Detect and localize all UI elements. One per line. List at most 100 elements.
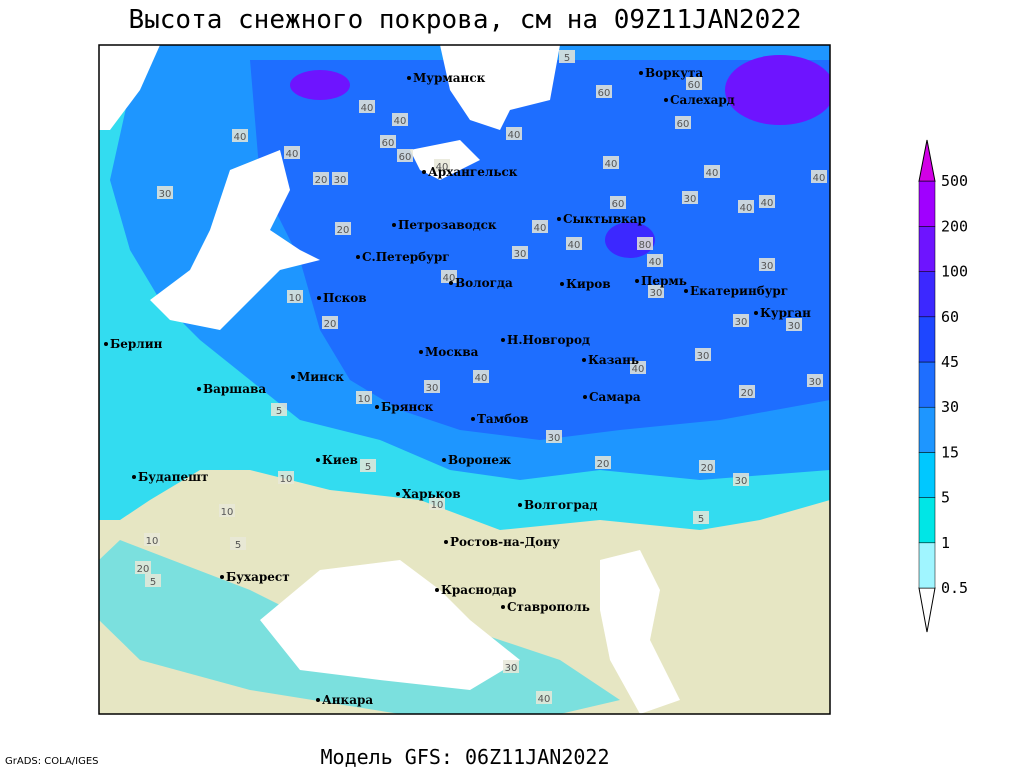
contour-label-box xyxy=(392,113,408,126)
city-dot xyxy=(501,338,505,342)
contour-label-box xyxy=(424,380,440,393)
contour-label-box xyxy=(287,290,303,303)
contour-label-box xyxy=(675,116,691,129)
contour-label: 30 xyxy=(505,663,518,674)
legend-arrow xyxy=(918,139,936,182)
contour-label: 80 xyxy=(639,240,652,251)
city-dot xyxy=(754,311,758,315)
legend-box xyxy=(918,452,936,498)
contour-label: 20 xyxy=(315,175,328,186)
contour-label: 10 xyxy=(289,293,302,304)
legend-label: 100 xyxy=(941,263,968,281)
city-dot xyxy=(471,417,475,421)
contour-label: 30 xyxy=(159,189,172,200)
legend-box xyxy=(918,316,936,363)
contour-label-box xyxy=(157,186,173,199)
city-dot xyxy=(396,492,400,496)
contour-label-box xyxy=(759,258,775,271)
city-dot xyxy=(583,395,587,399)
contour-label: 10 xyxy=(280,474,293,485)
contour-label-box xyxy=(332,172,348,185)
contour-label: 20 xyxy=(701,463,714,474)
contour-label: 20 xyxy=(337,225,350,236)
sea xyxy=(600,550,680,714)
contour-label-box xyxy=(284,146,300,159)
legend-box xyxy=(918,497,936,544)
city-label: Харьков xyxy=(402,487,461,501)
snow-very-deep xyxy=(725,55,830,125)
contour-label: 60 xyxy=(382,138,395,149)
legend-label: 0.5 xyxy=(941,579,968,597)
city-dot xyxy=(317,296,321,300)
contour-label-box xyxy=(380,135,396,148)
contour-label: 40 xyxy=(508,130,521,141)
contour-label-box xyxy=(219,504,235,517)
contour-label-box xyxy=(232,129,248,142)
title: Высота снежного покрова, см на 09Z11JAN2… xyxy=(128,5,801,35)
legend-arrow xyxy=(918,587,936,633)
contour-label-box xyxy=(512,246,528,259)
map-frame xyxy=(98,44,831,715)
legend-box xyxy=(918,226,936,272)
city-dot xyxy=(356,255,360,259)
contour-label-box xyxy=(686,77,702,90)
contour-label-box xyxy=(647,254,663,267)
city-dot xyxy=(291,375,295,379)
contour-label: 40 xyxy=(740,203,753,214)
contour-label-box xyxy=(610,196,626,209)
contour-label: 5 xyxy=(235,540,241,551)
footer: Модель GFS: 06Z11JAN2022 xyxy=(321,745,610,768)
contour-label-box xyxy=(506,127,522,140)
city-dot xyxy=(557,217,561,221)
contour-label-box xyxy=(135,561,151,574)
contour-label-box xyxy=(546,430,562,443)
city-dot xyxy=(220,575,224,579)
contour-label-box xyxy=(566,237,582,250)
city-dot xyxy=(104,342,108,346)
contour-label-box xyxy=(596,85,612,98)
contour-label-box xyxy=(739,385,755,398)
city-label: Псков xyxy=(323,291,367,305)
map: 40 40 30 20 30 40 40 60 60 40 40 60 60 60 40 30 40 40 40 60… xyxy=(99,45,830,714)
snow-very-deep xyxy=(290,70,350,100)
contour-label-box xyxy=(603,156,619,169)
city-label: Мурманск xyxy=(413,71,486,85)
contour-label-box xyxy=(144,533,160,546)
contour-label: 30 xyxy=(334,175,347,186)
city-dot xyxy=(392,223,396,227)
contour-label-box xyxy=(434,159,450,172)
city-label: Волгоград xyxy=(524,498,597,512)
sea xyxy=(260,560,520,690)
contour-label-box xyxy=(699,460,715,473)
contour-label-box xyxy=(536,691,552,704)
contour-label-box xyxy=(759,195,775,208)
contour-label-box xyxy=(695,348,711,361)
contour-label: 40 xyxy=(361,103,374,114)
contour-label: 10 xyxy=(358,394,371,405)
contour-label: 30 xyxy=(735,317,748,328)
contour-label: 5 xyxy=(564,53,570,64)
contour-label-box xyxy=(786,318,802,331)
contour-label-box xyxy=(271,403,287,416)
contour-label-box xyxy=(356,391,372,404)
contour-label: 40 xyxy=(394,116,407,127)
contour-label: 30 xyxy=(761,261,774,272)
legend-box xyxy=(918,271,936,318)
city-label: Курган xyxy=(760,306,811,320)
contour-label-box xyxy=(532,220,548,233)
sea xyxy=(440,45,560,130)
contour-label: 10 xyxy=(146,536,159,547)
city-dot xyxy=(449,281,453,285)
legend-label: 200 xyxy=(941,217,968,235)
contour-label-box xyxy=(704,165,720,178)
contour-label-box xyxy=(397,149,413,162)
city-label: Н.Новгород xyxy=(507,333,590,347)
city-label: Сыктывкар xyxy=(563,212,646,226)
contour-label: 40 xyxy=(234,132,247,143)
contour-label-box xyxy=(429,497,445,510)
city-label: Тамбов xyxy=(477,412,528,426)
city-dot xyxy=(560,282,564,286)
contour-label-box xyxy=(595,456,611,469)
contour-label-box xyxy=(648,285,664,298)
